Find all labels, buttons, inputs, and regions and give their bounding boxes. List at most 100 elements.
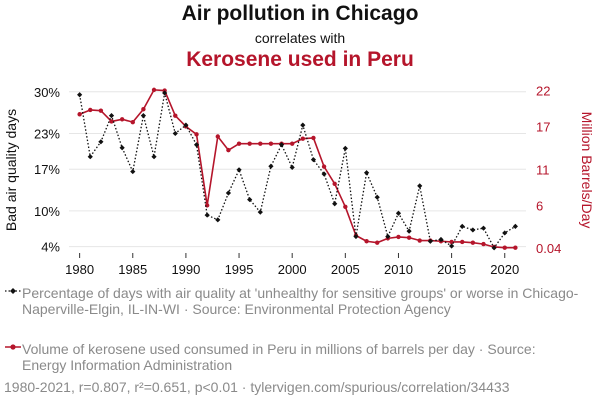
x-tick-label: 2005 bbox=[331, 262, 360, 277]
air-quality-point bbox=[427, 238, 433, 244]
y-right-tick-label: 11 bbox=[536, 163, 550, 178]
chart-title-secondary: Kerosene used in Peru bbox=[186, 48, 414, 71]
kerosene-point bbox=[417, 238, 422, 243]
y-left-tick-label: 30% bbox=[34, 85, 60, 100]
kerosene-point bbox=[141, 107, 146, 112]
air-quality-point bbox=[268, 163, 274, 169]
x-tick-label: 2000 bbox=[278, 262, 307, 277]
x-tick-label: 1995 bbox=[225, 262, 254, 277]
air-quality-point bbox=[108, 112, 115, 119]
air-quality-point bbox=[162, 90, 168, 96]
air-quality-point bbox=[502, 230, 508, 236]
kerosene-point bbox=[300, 136, 306, 141]
y-left-tick-label: 4% bbox=[41, 240, 60, 255]
air-quality-point bbox=[321, 171, 327, 177]
kerosene-point bbox=[109, 119, 114, 124]
kerosene-point bbox=[289, 141, 295, 146]
air-quality-point bbox=[247, 196, 253, 203]
y-axis-right-label: Million Barrels/Day bbox=[579, 112, 595, 229]
kerosene-point bbox=[258, 141, 263, 146]
kerosene-point bbox=[375, 240, 380, 245]
kerosene-point bbox=[396, 234, 401, 240]
kerosene-point bbox=[332, 181, 337, 187]
kerosene-point bbox=[130, 119, 135, 125]
air-quality-point bbox=[480, 225, 487, 231]
kerosene-point bbox=[502, 245, 507, 250]
air-quality-line bbox=[78, 92, 516, 249]
x-tick-label: 2015 bbox=[437, 262, 466, 277]
air-quality-point bbox=[470, 227, 476, 233]
y-left-tick-label: 17% bbox=[34, 162, 60, 177]
x-tick-label: 1990 bbox=[171, 262, 200, 277]
air-quality-point bbox=[172, 130, 178, 137]
x-tick-label: 1985 bbox=[118, 262, 147, 277]
air-quality-point bbox=[342, 145, 348, 151]
chart-title: Air pollution in Chicago bbox=[181, 2, 419, 25]
air-quality-point bbox=[449, 243, 455, 249]
legend-item-kerosene: Volume of kerosene used consumed in Peru… bbox=[4, 341, 594, 375]
air-quality-point bbox=[417, 183, 423, 189]
air-quality-point bbox=[140, 112, 146, 119]
kerosene-point bbox=[151, 87, 157, 93]
y-left-tick-label: 10% bbox=[34, 204, 60, 219]
legend-label-kerosene: Volume of kerosene used consumed in Peru… bbox=[22, 341, 536, 373]
axes: 4% 10% 17% 23% 30% 0.04 6 11 17 22 1980 1985 1990 199… bbox=[34, 84, 561, 277]
air-quality-point bbox=[119, 145, 125, 151]
air-quality-point bbox=[278, 142, 285, 148]
kerosene-point bbox=[194, 132, 199, 137]
air-quality-point bbox=[512, 223, 518, 229]
x-tick-label: 2010 bbox=[384, 262, 413, 277]
y-right-tick-label: 17 bbox=[536, 119, 550, 134]
air-quality-point bbox=[77, 92, 83, 98]
legend-marker-solid-circle-icon bbox=[5, 344, 21, 350]
kerosene-point bbox=[268, 141, 274, 146]
kerosene-point bbox=[311, 135, 316, 141]
air-quality-point bbox=[236, 167, 242, 173]
legend-marker-dotted-diamond-icon bbox=[5, 288, 21, 294]
kerosene-point bbox=[77, 112, 82, 117]
air-quality-point bbox=[385, 233, 391, 240]
kerosene-point bbox=[119, 117, 125, 122]
kerosene-point bbox=[343, 204, 348, 210]
gridlines bbox=[69, 91, 526, 248]
air-quality-point bbox=[130, 168, 136, 175]
kerosene-point bbox=[173, 113, 178, 118]
y-right-tick-label: 22 bbox=[536, 84, 550, 99]
air-quality-point bbox=[406, 228, 412, 234]
kerosene-point bbox=[88, 107, 93, 113]
legend-label-air-quality: Percentage of days with air quality at '… bbox=[22, 285, 579, 317]
air-quality-point bbox=[151, 154, 157, 160]
air-quality-point bbox=[225, 190, 232, 196]
air-quality-point bbox=[374, 194, 380, 200]
kerosene-point bbox=[247, 141, 252, 146]
footnote: 1980-2021, r=0.807, r²=0.651, p<0.01 · t… bbox=[4, 379, 510, 395]
air-quality-point bbox=[353, 233, 359, 240]
air-quality-point bbox=[332, 201, 338, 207]
air-quality-point bbox=[300, 122, 306, 128]
y-right-tick-label: 0.04 bbox=[536, 241, 561, 256]
air-quality-point bbox=[289, 164, 295, 171]
air-quality-point bbox=[204, 212, 210, 218]
air-quality-point bbox=[215, 217, 221, 223]
air-quality-point bbox=[363, 170, 370, 176]
y-right-tick-label: 6 bbox=[536, 198, 543, 213]
kerosene-point bbox=[364, 239, 369, 244]
air-quality-point bbox=[395, 210, 402, 216]
air-quality-point bbox=[491, 245, 497, 251]
kerosene-point bbox=[460, 239, 465, 245]
chart-plot: 4% 10% 17% 23% 30% 0.04 6 11 17 22 1980 1985 1990 199… bbox=[3, 84, 595, 277]
air-quality-point bbox=[183, 122, 189, 128]
legend-item-air-quality: Percentage of days with air quality at '… bbox=[4, 285, 594, 335]
kerosene-point bbox=[321, 164, 327, 169]
air-quality-point bbox=[193, 142, 200, 148]
kerosene-point bbox=[98, 108, 104, 113]
kerosene-point bbox=[406, 235, 412, 240]
air-quality-point bbox=[87, 154, 93, 160]
chart-subtitle: correlates with bbox=[254, 30, 346, 46]
air-quality-point bbox=[98, 139, 104, 145]
kerosene-point bbox=[236, 141, 242, 146]
x-tick-label: 2020 bbox=[490, 262, 519, 277]
y-left-tick-label: 23% bbox=[34, 126, 60, 141]
air-quality-point bbox=[459, 223, 465, 229]
air-quality-point bbox=[438, 236, 444, 243]
